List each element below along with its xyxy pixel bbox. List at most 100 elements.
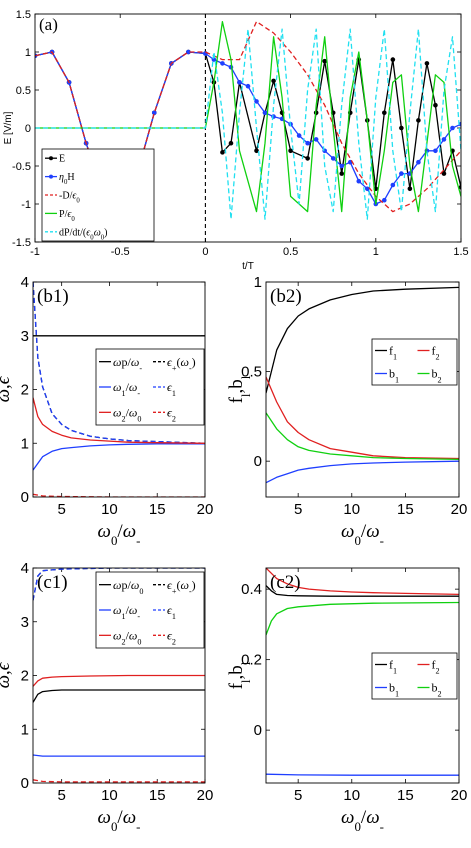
panel-label: (a) [39, 15, 58, 34]
legend-label: f2 [432, 658, 440, 676]
y-tick-label: 3 [21, 328, 29, 345]
y-axis-label-part: ϵ [0, 661, 14, 670]
x-tick-label: -1 [30, 246, 40, 258]
data-point [322, 58, 327, 64]
y-tick-label: 3 [21, 614, 29, 631]
legend-label-part: 0 [71, 215, 75, 222]
data-point [407, 186, 413, 192]
y-tick-label: 2 [21, 668, 29, 685]
x-tick-label: 5 [57, 501, 65, 518]
data-point [245, 83, 251, 89]
legend-label-part: + [172, 586, 177, 595]
legend-label-part: / [126, 380, 130, 394]
legend-label-part: ϵ [86, 227, 91, 238]
series-line-3 [33, 568, 205, 601]
legend-label-part: D [62, 191, 69, 202]
y-tick-label: -0.5 [12, 161, 31, 173]
y-axis-label-part: f [226, 396, 247, 403]
y-axis-label-part: ,b [226, 379, 247, 393]
legend-label-part: ϵ [167, 603, 173, 617]
x-axis-label-part: - [136, 533, 140, 548]
legend-label-part: ϵ [167, 380, 173, 394]
legend-label-part: - [59, 191, 62, 202]
data-point [424, 61, 430, 66]
y-tick-label: 0 [25, 123, 31, 135]
legend-label-part: 1 [395, 689, 399, 698]
axes-frame [265, 567, 460, 784]
legend-label: ϵ1 [167, 603, 176, 621]
x-axis-label-part: ω [123, 521, 136, 542]
data-point [433, 148, 438, 154]
x-tick-label: 0 [202, 246, 208, 258]
legend-label-part: 2 [438, 689, 442, 698]
legend-label-part: - [189, 586, 192, 595]
data-point [262, 110, 268, 116]
legend-label-part: ) [192, 355, 196, 369]
x-axis-label-part: - [136, 819, 140, 834]
chart-a: -1 -0.5 0 0.5 1 1.51.510.50-0.5-1-1.5(a)t/TE … [3, 9, 469, 272]
legend-label-part: f [389, 344, 393, 358]
legend-label-part: d [59, 227, 64, 238]
legend-label-part: 1 [121, 612, 125, 621]
legend-label-part: / [80, 227, 83, 238]
x-tick-label: 15 [149, 501, 166, 518]
legend-label-part: 2 [121, 414, 125, 423]
x-tick-label: 10 [101, 787, 118, 804]
legend-box [95, 348, 205, 426]
series-line-3 [266, 601, 459, 636]
y-tick-label: 0.5 [16, 85, 31, 97]
y-tick-label: 1 [25, 47, 31, 59]
x-tick-label: 15 [397, 501, 414, 518]
legend-marker [49, 156, 53, 161]
series-group [33, 568, 205, 783]
data-point [399, 125, 404, 131]
legend-label-part: 2 [436, 352, 440, 361]
x-axis-label: t/T [242, 261, 254, 272]
legend-label-part: f [389, 658, 393, 672]
legend-label-part: + [172, 363, 177, 372]
legend-label-part: / [127, 578, 131, 592]
legend-label: P/ϵ0 [59, 209, 75, 223]
legend-label-part: ϵ [72, 191, 77, 202]
y-axis-label-part: ,b [226, 665, 247, 679]
legend-label-part: b [389, 681, 395, 695]
legend-label-part: 0 [76, 197, 80, 204]
legend-label-part: ϵ [167, 406, 173, 420]
x-axis-label-part: 0 [111, 819, 117, 834]
legend-label: ω2/ω0 [113, 629, 141, 647]
axes-frame [32, 281, 206, 498]
legend-label-part: ) [104, 227, 107, 238]
chart-c1: 510152043210(c1)ω0/ω-ω,ϵωp/ω0ϵ+(ω-)ω1/ω-… [0, 560, 213, 834]
legend-label-part: ω [129, 380, 137, 394]
legend-label: ω1/ω- [113, 380, 140, 398]
legend-label-part: p [121, 578, 127, 592]
x-axis-label-part: / [117, 521, 123, 542]
panel-label: (b2) [270, 286, 302, 307]
legend-label-part: ω [129, 406, 137, 420]
legend-label-part: 0 [137, 637, 141, 646]
legend-label: E [59, 154, 65, 165]
x-tick-label: 5 [294, 501, 302, 518]
legend-label: ϵ+(ω-) [167, 578, 196, 596]
x-tick-label: 20 [451, 787, 468, 804]
data-point [220, 150, 225, 155]
legend-label-part: / [65, 209, 68, 220]
legend-label-part: / [70, 227, 73, 238]
data-point [254, 148, 259, 154]
data-point [450, 125, 455, 131]
legend-label-part: ω [113, 355, 121, 369]
data-point [339, 163, 345, 169]
legend-label-part: b [389, 367, 395, 381]
data-point [390, 57, 396, 62]
legend-label-part: ϵ [167, 355, 173, 369]
data-point [382, 197, 387, 203]
x-axis-label-part: - [380, 533, 384, 548]
y-tick-label: 4 [21, 560, 29, 577]
legend-label: ϵ1 [167, 380, 176, 398]
y-tick-label: 1 [21, 721, 29, 738]
data-point [382, 110, 387, 116]
x-tick-label: 10 [343, 501, 360, 518]
data-point [220, 61, 225, 66]
